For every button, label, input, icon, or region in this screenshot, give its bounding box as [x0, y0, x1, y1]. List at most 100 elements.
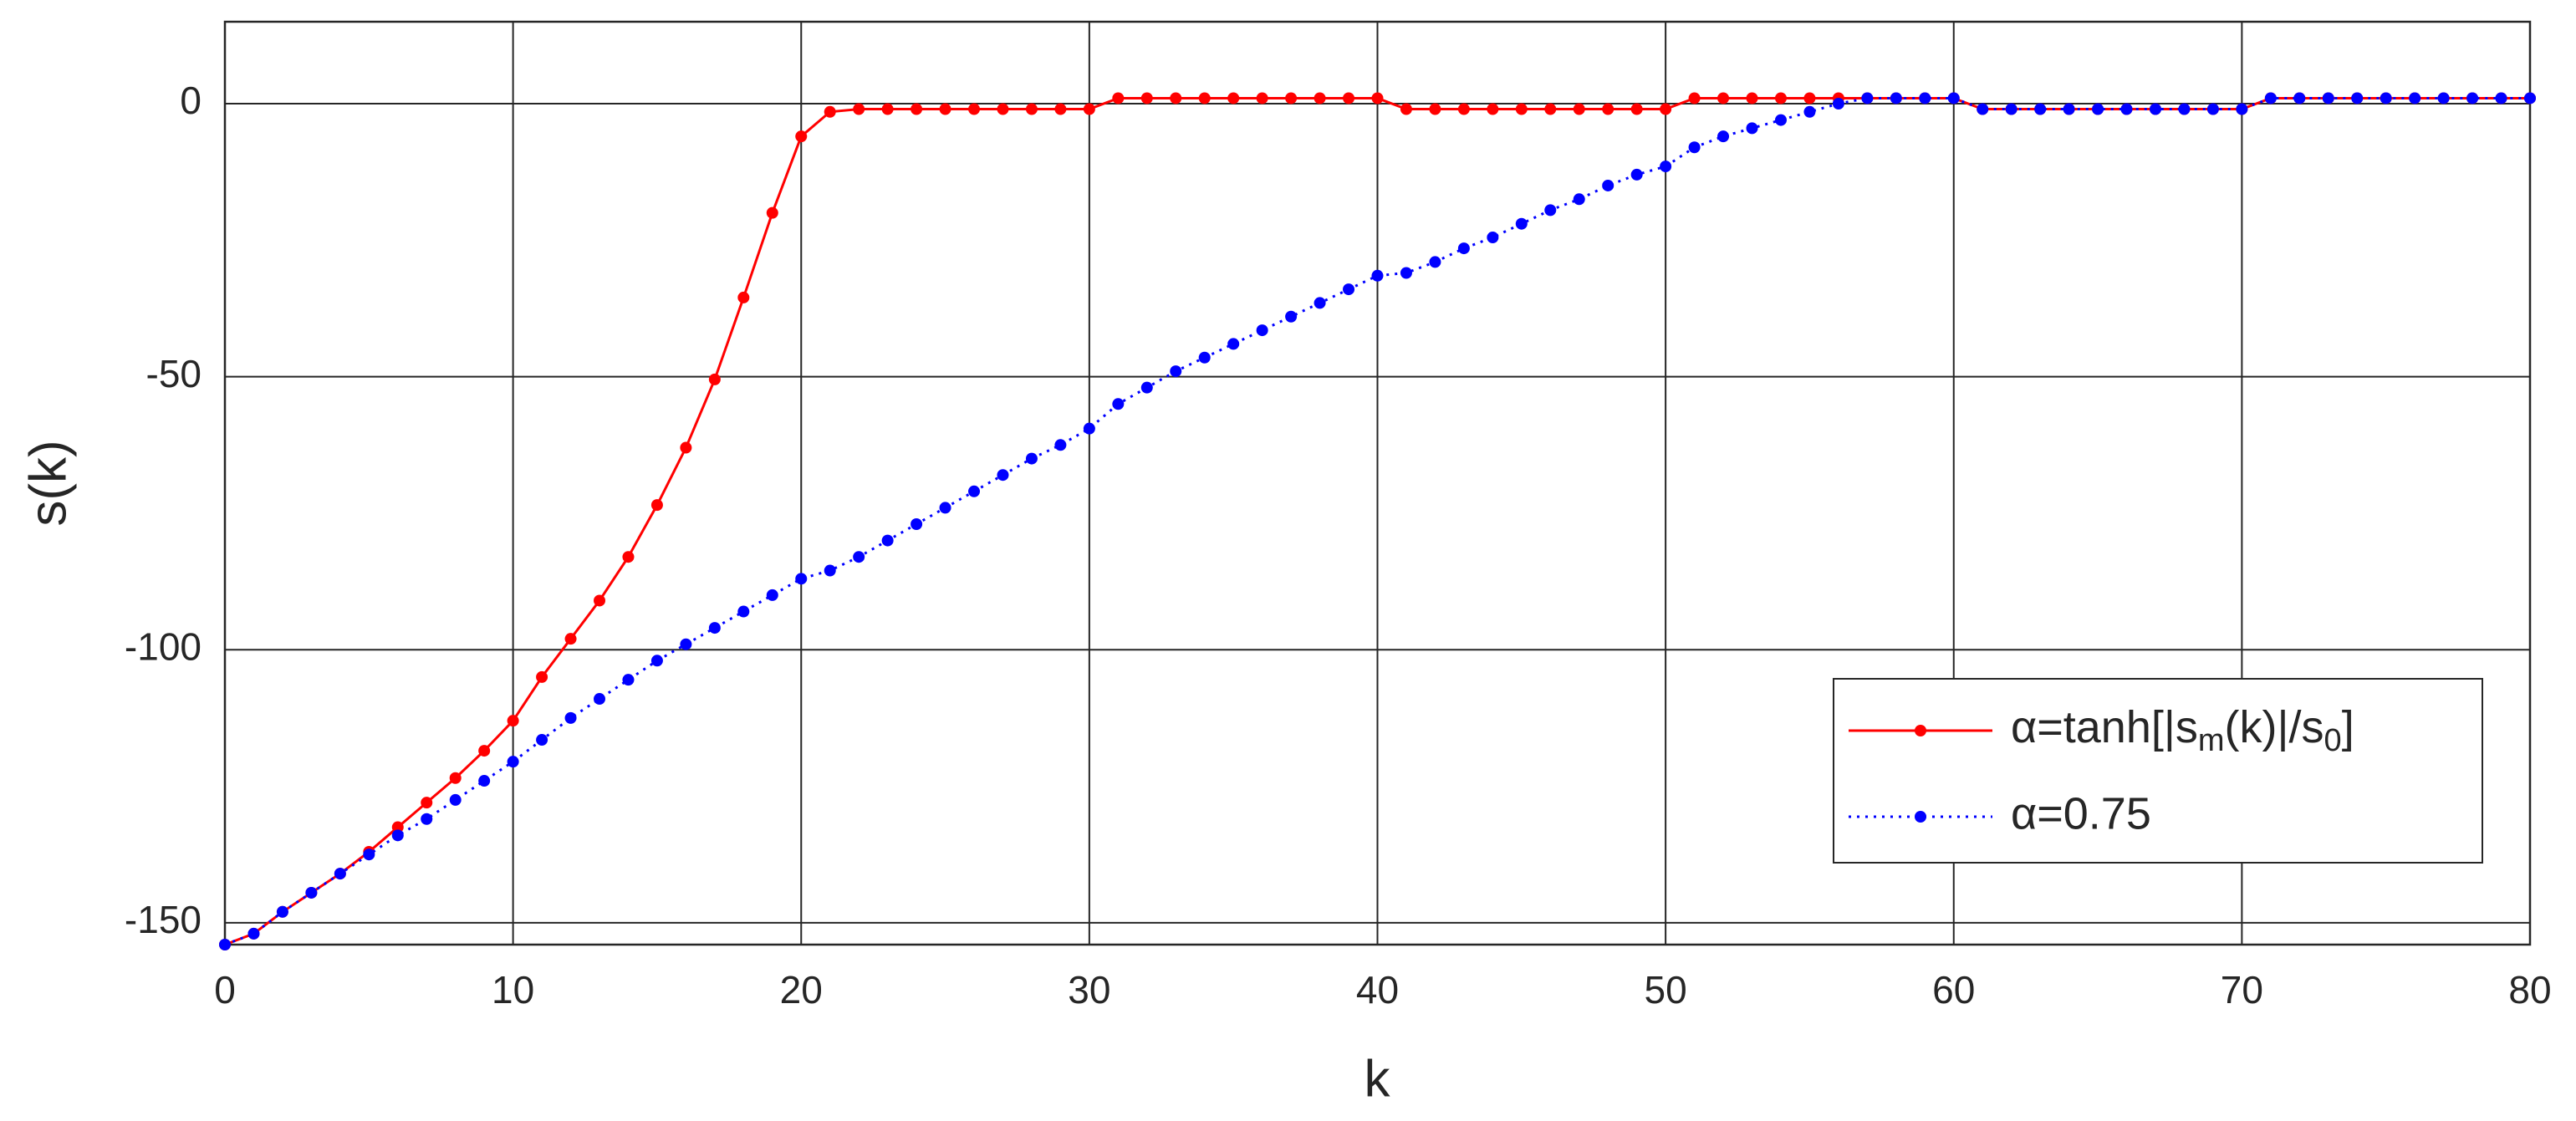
data-point: [1660, 103, 1672, 115]
data-point: [2005, 103, 2017, 115]
y-tick-label: -100: [125, 624, 201, 668]
x-tick-label: 40: [1356, 968, 1399, 1011]
data-point: [680, 441, 692, 454]
data-point: [824, 105, 836, 118]
data-point: [1112, 92, 1125, 104]
data-point: [824, 564, 836, 577]
data-point: [853, 551, 865, 563]
legend-marker: [1915, 725, 1926, 736]
data-point: [1140, 381, 1153, 394]
legend-label: α=0.75: [2011, 788, 2151, 838]
data-point: [1343, 92, 1355, 104]
data-point: [1400, 267, 1412, 279]
data-point: [997, 469, 1009, 482]
data-point: [1112, 398, 1125, 410]
data-point: [247, 927, 260, 940]
data-point: [1371, 269, 1384, 282]
data-point: [1919, 92, 1931, 104]
data-point: [1803, 92, 1816, 104]
data-point: [421, 813, 433, 825]
data-point: [650, 499, 663, 512]
data-point: [968, 485, 981, 497]
data-point: [1256, 324, 1268, 337]
data-point: [737, 605, 750, 618]
data-point: [219, 939, 231, 950]
data-point: [478, 775, 491, 787]
plot-frame: [223, 20, 2532, 946]
data-point: [391, 821, 404, 833]
data-point: [997, 103, 1009, 115]
data-point: [536, 734, 548, 746]
data-point: [968, 103, 981, 115]
data-point: [2120, 103, 2133, 115]
data-point: [1083, 103, 1095, 115]
data-point: [1803, 105, 1816, 118]
data-point: [1371, 92, 1384, 104]
data-point: [2322, 92, 2334, 104]
data-point: [939, 103, 951, 115]
data-point: [650, 655, 663, 667]
data-point: [2409, 92, 2421, 104]
data-point: [1515, 217, 1528, 230]
data-point: [1630, 103, 1643, 115]
data-point: [1602, 103, 1614, 115]
data-point: [1890, 92, 1902, 104]
data-point: [1573, 103, 1585, 115]
x-tick-label: 60: [1932, 968, 1975, 1011]
data-point: [305, 886, 318, 899]
data-point: [1630, 168, 1643, 181]
data-point: [1170, 92, 1182, 104]
data-point: [1025, 103, 1038, 115]
data-point: [1774, 114, 1787, 126]
data-point: [391, 829, 404, 842]
series-line: [224, 96, 2530, 946]
data-point: [449, 772, 462, 784]
legend-label: α=tanh[|sm(k)|/s0]: [2011, 702, 2354, 758]
data-point: [1054, 103, 1067, 115]
data-point: [1746, 122, 1758, 135]
data-point: [1861, 92, 1874, 104]
y-tick-label: 0: [180, 79, 201, 122]
data-point: [1515, 103, 1528, 115]
data-point: [1573, 193, 1585, 206]
data-point: [1487, 103, 1499, 115]
data-point: [1717, 92, 1730, 104]
data-point: [1947, 92, 1960, 104]
data-point: [2236, 103, 2248, 115]
y-axis-label: s(k): [19, 440, 77, 526]
data-point: [1400, 103, 1412, 115]
x-tick-label: 30: [1068, 968, 1110, 1011]
data-point: [2264, 92, 2277, 104]
y-tick-label: -150: [125, 898, 201, 941]
data-point: [2149, 103, 2161, 115]
data-point: [1140, 92, 1153, 104]
data-point: [1256, 92, 1268, 104]
data-point: [1688, 141, 1701, 154]
x-tick-label: 0: [214, 968, 236, 1011]
data-point: [853, 103, 865, 115]
data-point: [1227, 338, 1240, 350]
data-point: [2092, 103, 2104, 115]
data-point: [1717, 130, 1730, 143]
data-point: [1083, 422, 1095, 435]
x-tick-label: 10: [492, 968, 534, 1011]
data-point: [2206, 103, 2219, 115]
x-tick-label: 50: [1645, 968, 1687, 1011]
x-axis-label: k: [1365, 1050, 1391, 1108]
data-point: [708, 373, 721, 385]
data-point: [507, 756, 519, 768]
data-point: [1602, 179, 1614, 191]
data-point: [1487, 232, 1499, 244]
data-point: [2495, 92, 2507, 104]
data-point: [795, 130, 808, 143]
y-tick-label: -50: [146, 352, 201, 395]
data-point: [2034, 103, 2047, 115]
x-tick-label: 70: [2221, 968, 2263, 1011]
data-point: [622, 674, 635, 686]
data-point: [1314, 297, 1326, 309]
data-point: [1457, 103, 1470, 115]
data-point: [1429, 103, 1441, 115]
